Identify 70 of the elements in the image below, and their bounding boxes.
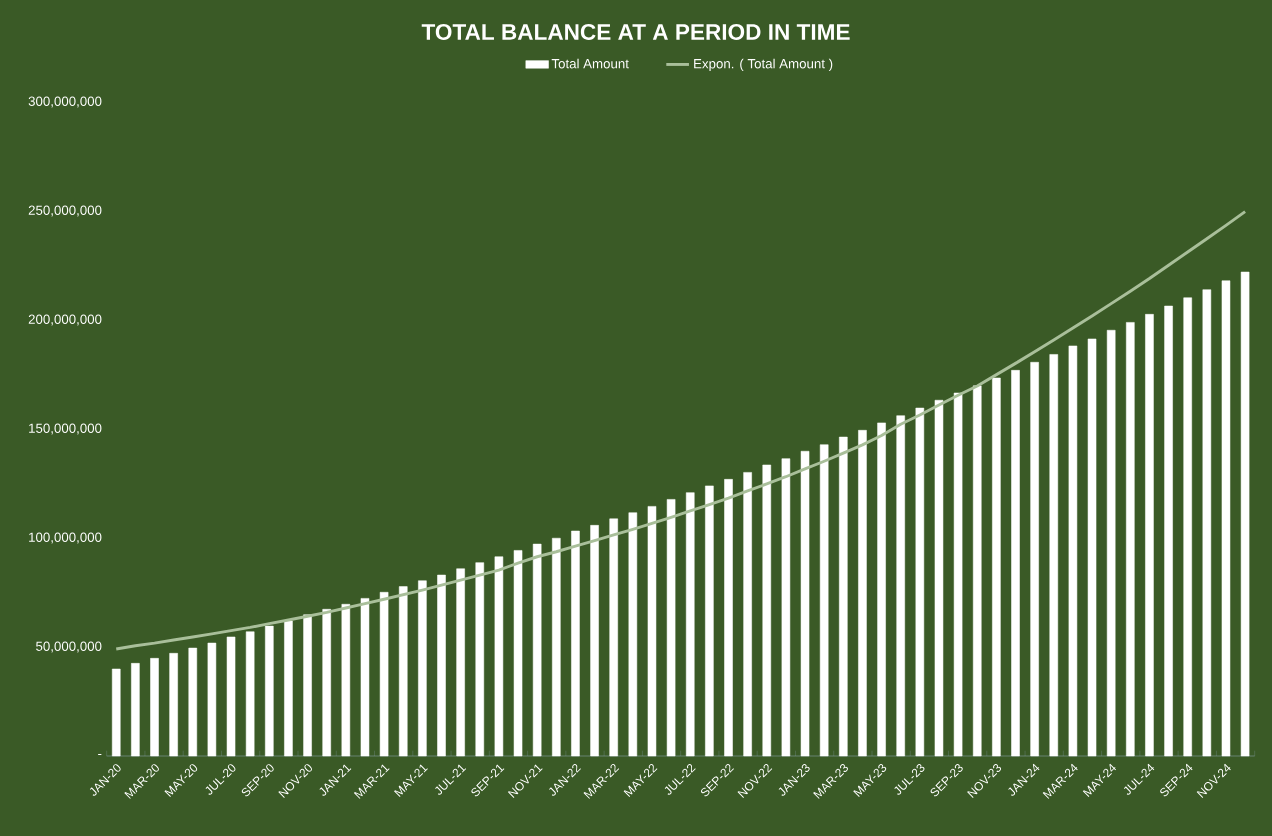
bar (1068, 345, 1078, 757)
bar (972, 385, 982, 757)
bar (705, 485, 714, 757)
bar (341, 604, 351, 757)
bar (245, 631, 255, 757)
bar (1030, 362, 1039, 757)
y-tick-label: 200,000,000 (28, 314, 102, 326)
bar (322, 609, 331, 757)
bar (1011, 370, 1020, 757)
bar (1087, 338, 1097, 757)
chart-title: TOTAL BALANCE AT A PERIOD IN TIME (421, 23, 850, 40)
y-tick-label: 150,000,000 (29, 423, 102, 435)
bar (303, 614, 312, 757)
bar (1183, 297, 1192, 757)
bar (781, 458, 791, 757)
bar (992, 377, 1001, 757)
bar (666, 499, 676, 757)
bar (475, 562, 485, 757)
bar (609, 518, 618, 757)
bar (839, 436, 848, 757)
bar (207, 642, 217, 757)
bar (111, 668, 121, 757)
bar (819, 444, 829, 757)
bar (188, 647, 198, 757)
bar (915, 407, 925, 757)
bar (628, 512, 638, 757)
bar (1202, 289, 1212, 757)
bar (494, 556, 504, 757)
bar (724, 479, 733, 757)
bar (1221, 280, 1231, 757)
bar (571, 530, 580, 757)
bar (226, 636, 236, 757)
bar (456, 568, 465, 757)
bar (360, 598, 370, 757)
y-tick-label: 250,000,000 (28, 205, 102, 217)
bar (150, 658, 159, 757)
bar (379, 592, 389, 757)
bar (513, 550, 523, 757)
bar (418, 580, 427, 757)
bar (877, 422, 886, 757)
bar (1164, 305, 1173, 757)
bar (284, 620, 293, 757)
bar (1049, 354, 1059, 757)
bar (590, 525, 599, 757)
y-tick-label: 300,000,000 (28, 96, 102, 108)
y-tick-label: 100,000,000 (29, 532, 102, 544)
bar (398, 586, 408, 757)
bar (1240, 271, 1250, 757)
bar (1106, 329, 1116, 757)
legend-label: Expon. ( Total Amount ) (694, 58, 833, 72)
bar (953, 392, 963, 757)
bar (131, 663, 140, 757)
bar (743, 472, 752, 757)
legend-label: Total Amount (551, 58, 629, 69)
y-tick-label: - (98, 753, 102, 755)
bar (762, 464, 772, 757)
bar (1126, 322, 1135, 757)
bar (934, 399, 944, 757)
bar (896, 415, 905, 757)
bar (532, 543, 542, 757)
bar (685, 492, 695, 757)
bar (265, 625, 274, 757)
bar (169, 653, 178, 757)
y-tick-label: 50,000,000 (36, 641, 102, 653)
bar (800, 450, 810, 757)
bar (858, 430, 867, 757)
bar (552, 537, 561, 757)
bar (647, 506, 657, 757)
bar (437, 574, 446, 757)
bar (1145, 314, 1154, 757)
